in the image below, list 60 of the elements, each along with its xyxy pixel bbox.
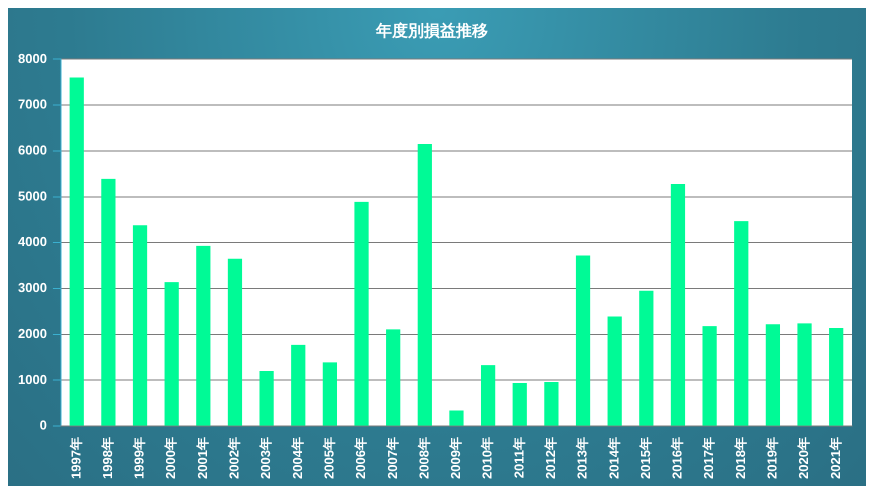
bar [259, 371, 274, 426]
bar [512, 382, 527, 426]
y-tick-label: 6000 [18, 142, 47, 158]
bar [608, 316, 622, 426]
x-tick-label: 2019年 [764, 437, 780, 479]
x-tick-label: 2013年 [574, 437, 590, 479]
bar [639, 290, 654, 426]
x-tick-label: 2008年 [416, 437, 432, 479]
x-tick-label: 2010年 [480, 437, 495, 479]
x-tick-label: 1997年 [68, 437, 84, 479]
bar [354, 202, 369, 426]
bar [734, 221, 748, 426]
bar [480, 365, 496, 426]
bar [797, 323, 812, 426]
bar [322, 362, 338, 426]
y-tick-label: 4000 [18, 234, 47, 250]
y-tick-label: 2000 [18, 326, 47, 341]
x-tick-label: 2009年 [448, 437, 464, 479]
bar [386, 329, 400, 426]
y-tick-label: 8000 [18, 50, 47, 66]
bar [101, 178, 116, 426]
x-tick-label: 2014年 [606, 437, 622, 479]
x-tick-label: 2017年 [701, 437, 716, 479]
x-tick-label: 1998年 [100, 437, 115, 479]
bar [291, 344, 306, 426]
bar [228, 258, 242, 426]
x-tick-label: 2015年 [638, 437, 653, 479]
bar [70, 78, 84, 426]
x-tick-label: 1999年 [132, 437, 147, 479]
bar [132, 225, 148, 426]
bar [670, 184, 686, 426]
x-tick-label: 2006年 [353, 437, 368, 479]
x-tick-label: 2007年 [384, 437, 400, 479]
y-tick-label: 5000 [18, 188, 47, 204]
x-tick-label: 2011年 [511, 437, 526, 478]
x-tick-label: 2000年 [163, 437, 178, 479]
bar [576, 255, 590, 426]
x-tick-label: 2003年 [258, 437, 274, 479]
bar [544, 382, 559, 426]
bar [449, 410, 464, 426]
bar [418, 144, 432, 426]
x-tick-label: 2002年 [226, 437, 242, 479]
x-tick-label: 2020年 [796, 437, 812, 479]
x-tick-label: 2021年 [828, 437, 843, 479]
bar [829, 328, 844, 426]
bar [196, 246, 210, 426]
y-tick-label: 3000 [18, 280, 47, 296]
x-tick-label: 2018年 [732, 437, 748, 479]
x-tick-label: 2001年 [194, 437, 210, 479]
x-tick-label: 2016年 [670, 437, 685, 479]
y-tick-label: 1000 [18, 372, 47, 387]
x-tick-label: 2004年 [290, 437, 305, 479]
bar [164, 282, 179, 426]
chart-title: 年度別損益推移 [375, 20, 488, 40]
y-tick-label: 7000 [18, 96, 47, 112]
y-tick-label: 0 [40, 418, 47, 433]
x-tick-label: 2012年 [542, 437, 558, 479]
bar [766, 324, 780, 426]
x-tick-label: 2005年 [321, 437, 336, 479]
bar [702, 326, 717, 426]
